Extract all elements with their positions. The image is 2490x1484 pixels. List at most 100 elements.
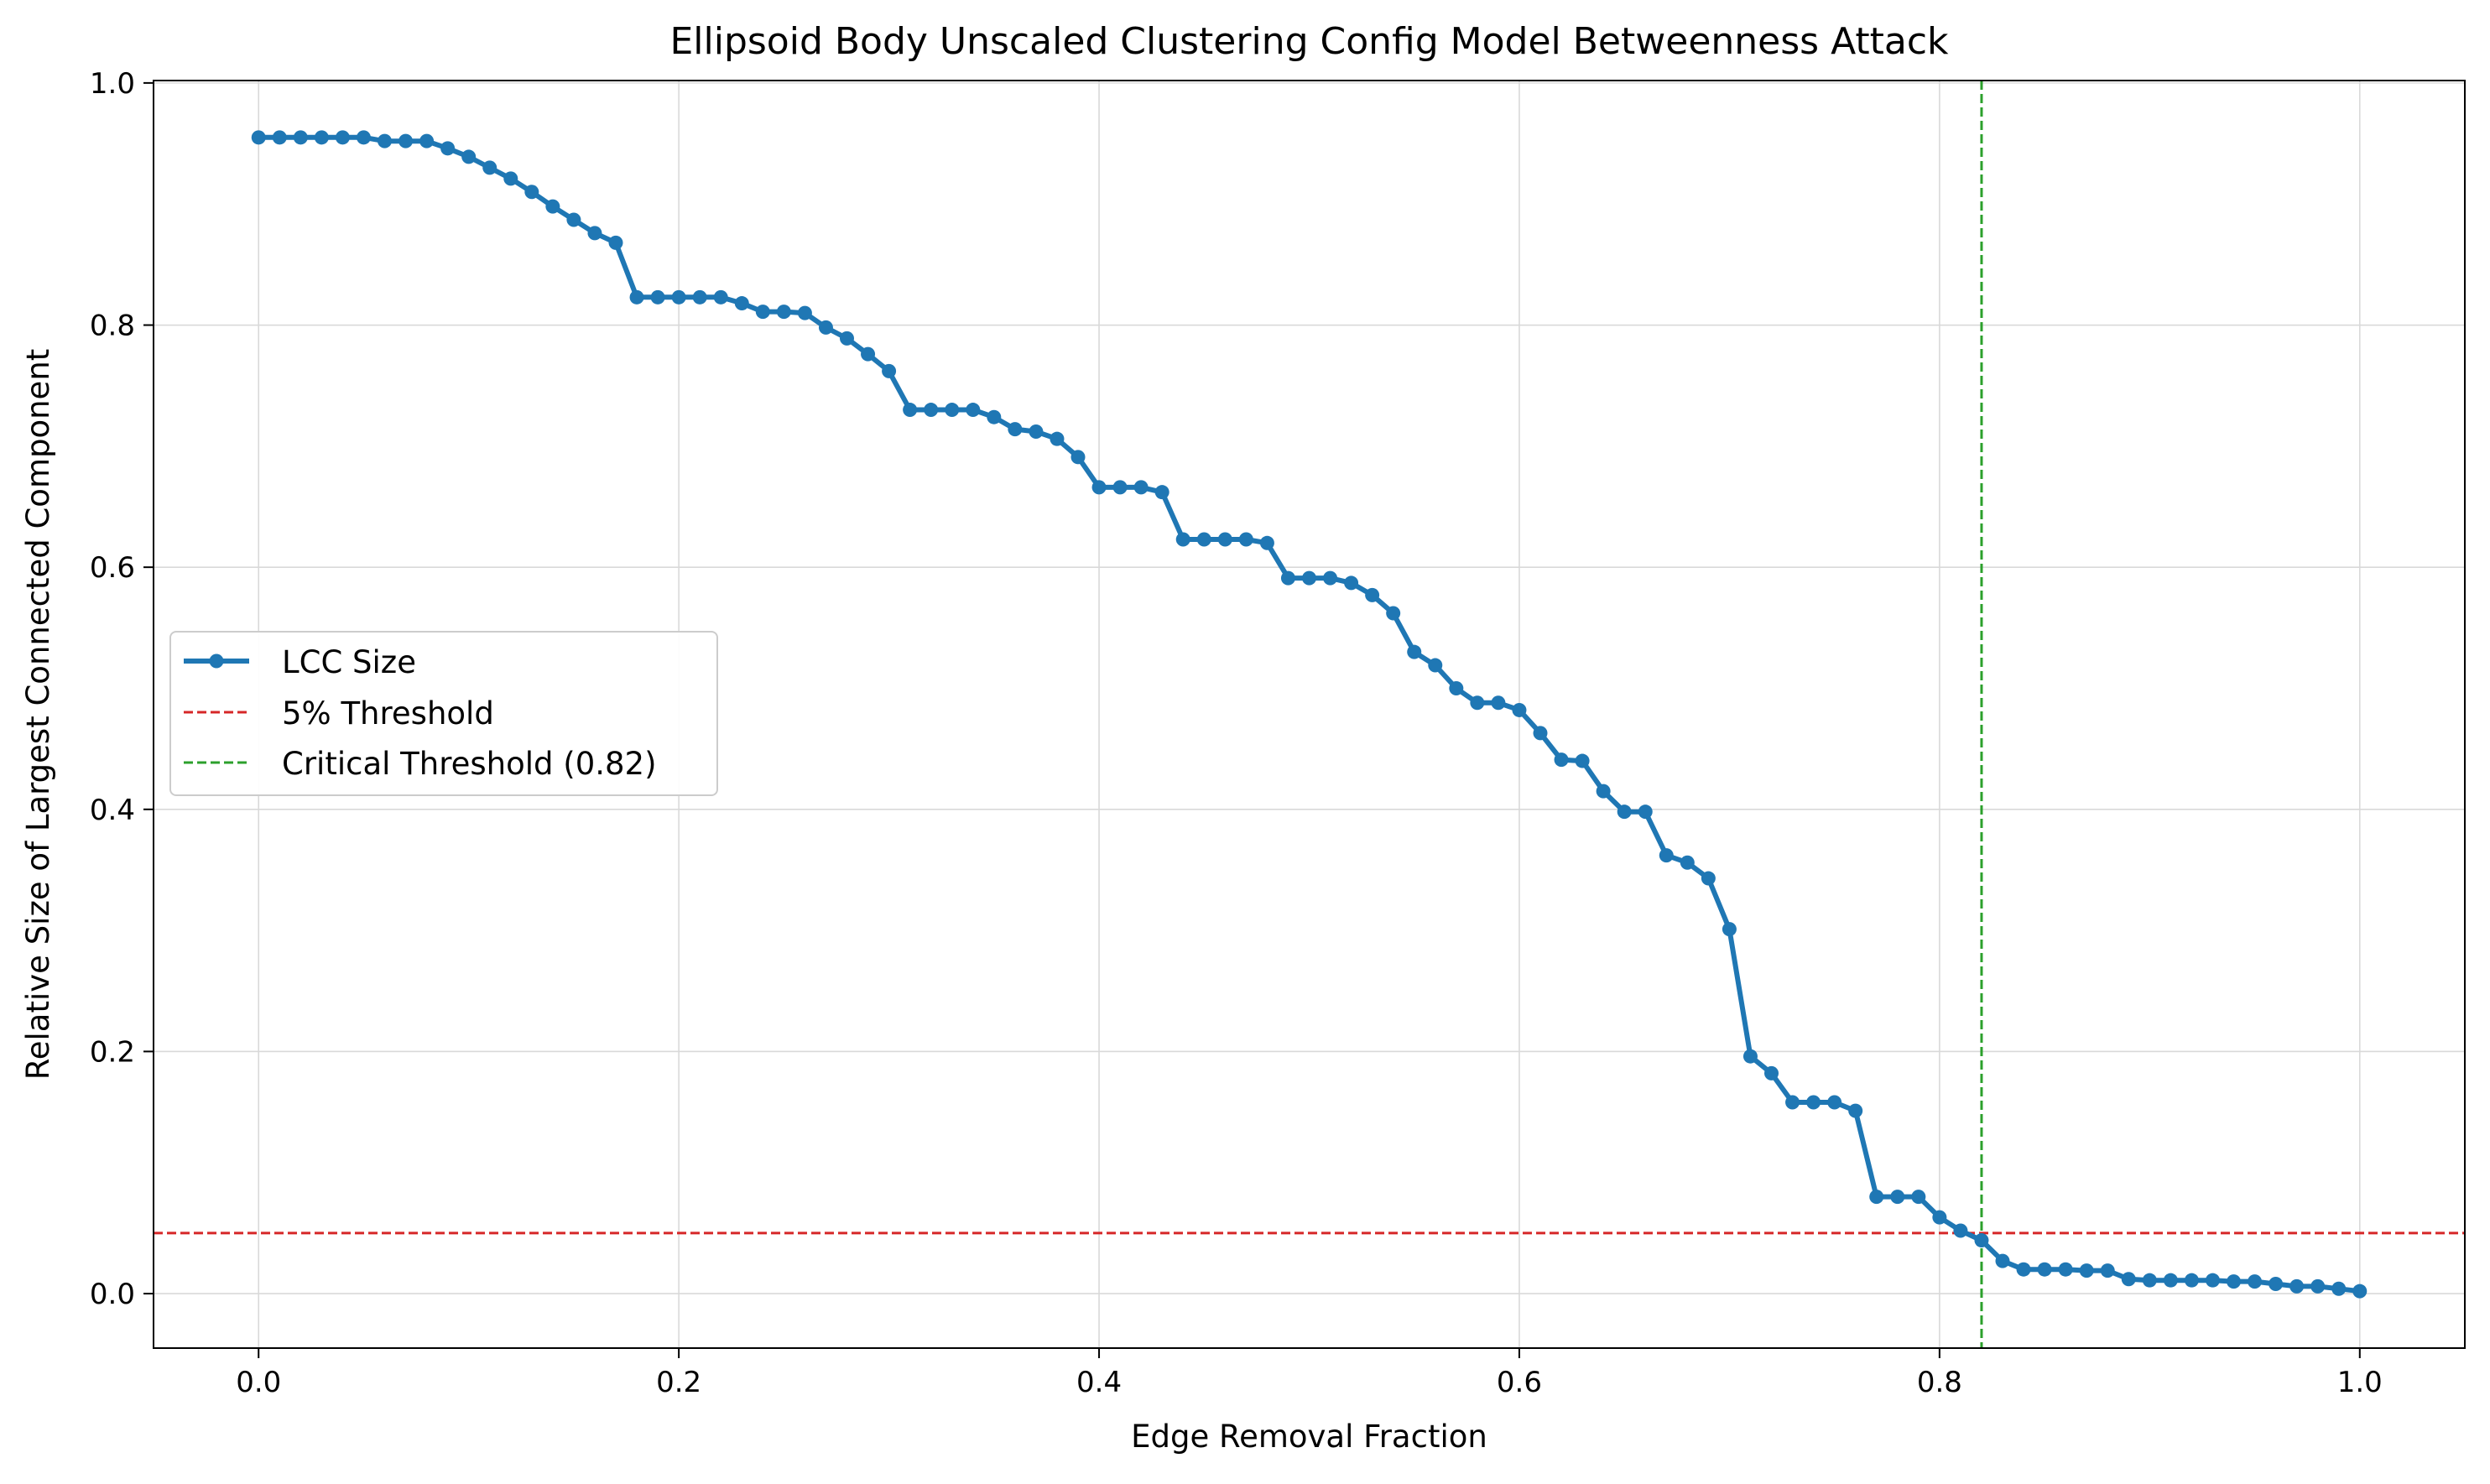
lcc-size-point: [2121, 1272, 2136, 1287]
lcc-size-point: [776, 305, 791, 320]
legend-label-lcc-size: LCC Size: [282, 644, 416, 680]
lcc-size-point: [966, 403, 981, 418]
y-axis-label: Relative Size of Largest Connected Compo…: [20, 349, 56, 1080]
lcc-size-point: [1470, 695, 1485, 711]
lcc-size-point: [734, 296, 749, 311]
reference-lines: [154, 81, 2465, 1348]
lcc-size-point: [1911, 1190, 1926, 1205]
lcc-size-point: [1617, 804, 1632, 820]
x-tick-label: 0.2: [656, 1366, 701, 1399]
legend-box: [169, 631, 718, 796]
lcc-size-point: [2163, 1273, 2178, 1288]
lcc-size-point: [2269, 1277, 2284, 1292]
lcc-size-point: [1932, 1210, 1947, 1225]
lcc-size-point: [1638, 804, 1653, 820]
lcc-size-point: [1827, 1095, 1842, 1110]
x-tick-label: 0.4: [1076, 1366, 1122, 1399]
y-tick-label: 0.0: [90, 1278, 135, 1311]
lcc-size-point: [1869, 1190, 1884, 1205]
lcc-size-point: [1890, 1190, 1905, 1205]
lcc-size-point: [1806, 1095, 1821, 1110]
lcc-size-point: [2184, 1273, 2199, 1288]
lcc-size-point: [2016, 1262, 2031, 1277]
lcc-size-point: [2100, 1263, 2115, 1278]
lcc-size-point: [1323, 570, 1338, 586]
lcc-size-point: [1953, 1223, 1968, 1238]
x-axis-label: Edge Removal Fraction: [1131, 1419, 1487, 1455]
lcc-size-point: [1995, 1253, 2010, 1268]
lcc-size-point: [419, 133, 435, 148]
lcc-size-point: [1407, 644, 1422, 659]
lcc-size-point: [1764, 1065, 1779, 1080]
y-tick-label: 0.4: [90, 794, 135, 827]
lcc-size-point: [1008, 422, 1023, 437]
lcc-size-point: [356, 130, 371, 145]
y-tick-label: 0.2: [90, 1035, 135, 1069]
lcc-size-point: [2037, 1262, 2052, 1277]
lcc-size-point: [1365, 587, 1380, 602]
lcc-size-point: [587, 226, 602, 241]
lcc-size-point: [1154, 485, 1169, 500]
lcc-size-point: [440, 141, 456, 156]
lcc-size-point: [1029, 424, 1044, 440]
legend-marker-lcc-size: [209, 653, 224, 669]
lcc-size-point: [1196, 532, 1211, 547]
lcc-size-point: [818, 320, 833, 335]
lcc-size-point: [2331, 1281, 2347, 1296]
lcc-size-point: [1659, 848, 1674, 863]
lcc-size-point: [2227, 1274, 2241, 1289]
lcc-size-point: [545, 199, 560, 214]
lcc-size-point: [2310, 1278, 2326, 1294]
lcc-size-point: [1742, 1049, 1758, 1064]
lcc-size-point: [1848, 1103, 1863, 1118]
legend-label-critical-threshold: Critical Threshold (0.82): [282, 746, 657, 782]
lcc-size-point: [1175, 532, 1190, 547]
lcc-size-point: [713, 289, 728, 305]
lcc-size-point: [482, 160, 497, 175]
lcc-size-point: [2142, 1273, 2157, 1288]
lcc-size-point: [1133, 480, 1149, 495]
lcc-size-point: [608, 235, 623, 250]
x-tick-label: 0.6: [1497, 1366, 1542, 1399]
lcc-size-point: [1512, 702, 1527, 717]
lcc-size-point: [461, 149, 477, 164]
lcc-size-point: [272, 130, 287, 145]
lcc-size-point: [1112, 480, 1128, 495]
data-series: [251, 130, 2368, 1299]
lcc-size-point: [924, 403, 939, 418]
lcc-size-point: [1091, 480, 1107, 495]
lcc-size-point: [1974, 1233, 1989, 1248]
lcc-size-point: [1280, 570, 1295, 586]
lcc-size-point: [903, 403, 918, 418]
lcc-size-point: [1238, 532, 1253, 547]
lcc-size-point: [1722, 922, 1737, 937]
y-tick-label: 0.6: [90, 551, 135, 585]
lcc-size-point: [1491, 695, 1506, 711]
lcc-size-point: [1259, 535, 1274, 550]
lcc-size-point: [1428, 658, 1443, 673]
lcc-size-point: [524, 185, 539, 200]
x-tick-label: 0.0: [236, 1366, 281, 1399]
lcc-size-point: [840, 331, 854, 346]
lcc-size-point: [2352, 1284, 2368, 1299]
lcc-size-point: [314, 130, 329, 145]
lcc-size-point: [1785, 1095, 1800, 1110]
lcc-size-point: [1302, 570, 1316, 586]
lcc-size-point: [1386, 606, 1401, 621]
lcc-size-point: [650, 289, 665, 305]
legend-label-five-percent-threshold: 5% Threshold: [282, 695, 494, 732]
lcc-size-point: [692, 289, 707, 305]
legend: LCC Size 5% Threshold Critical Threshold (…: [169, 631, 718, 796]
lcc-size-point: [1575, 753, 1590, 768]
lcc-size-point: [2205, 1273, 2220, 1288]
lcc-size-point: [629, 289, 644, 305]
lcc-size-point: [1344, 575, 1359, 591]
lcc-size-point: [1554, 752, 1569, 768]
lcc-size-point: [293, 130, 308, 145]
lcc-size-point: [882, 363, 897, 378]
plot-frame: [153, 80, 2466, 1349]
lcc-size-point: [2058, 1262, 2073, 1277]
lcc-size-point: [987, 409, 1002, 424]
lcc-size-point: [399, 133, 414, 148]
